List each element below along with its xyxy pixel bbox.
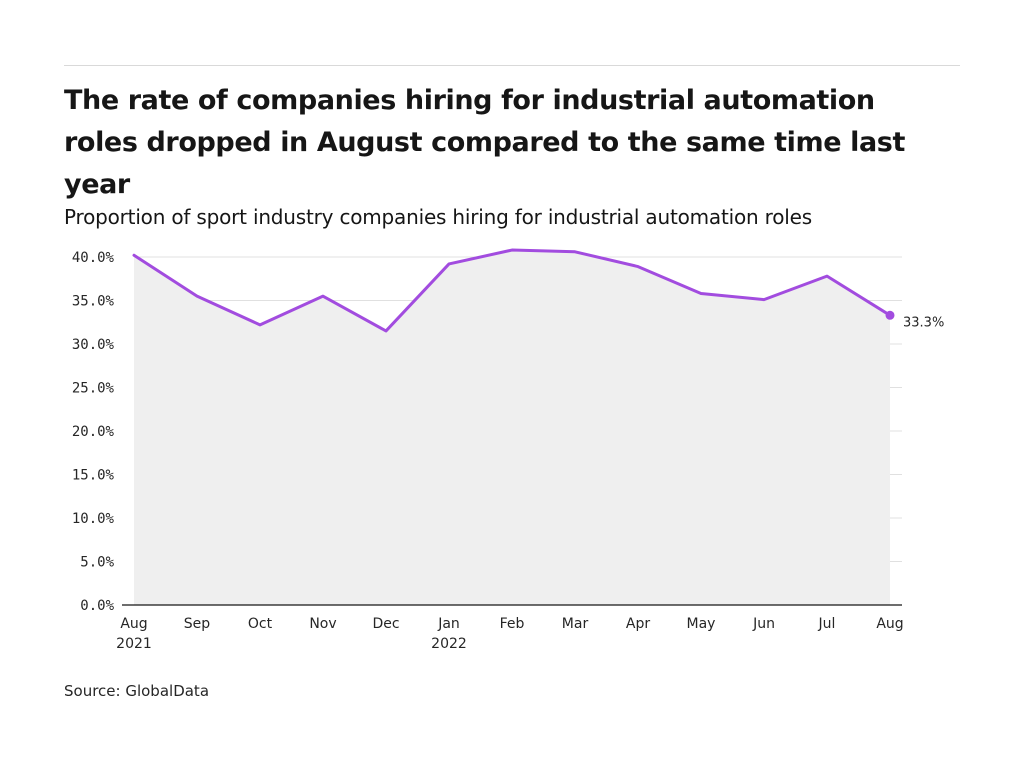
y-tick-label: 20.0% (72, 424, 115, 440)
x-tick-label: Jul (818, 616, 836, 632)
y-tick-label: 15.0% (72, 468, 115, 484)
data-points (885, 310, 895, 320)
y-tick-label: 0.0% (80, 598, 114, 614)
x-tick-label: Sep (184, 616, 211, 632)
x-tick-label: Mar (562, 616, 589, 632)
x-tick-label: Apr (626, 616, 650, 632)
x-tick-label: Jan 2022 (431, 616, 467, 652)
y-tick-label: 30.0% (72, 337, 115, 353)
x-tick-label: May (687, 616, 716, 632)
last-data-point (885, 310, 895, 320)
y-tick-label: 10.0% (72, 511, 115, 527)
y-axis-ticks: 0.0% 5.0% 10.0% 15.0% 20.0% 25.0% 30.0% 35.0% 40… (72, 250, 115, 614)
x-tick-label: Dec (372, 616, 399, 632)
end-value-label: 33.3% (903, 315, 944, 330)
line-chart: 0.0% 5.0% 10.0% 15.0% 20.0% 25.0% 30.0% 35.0% 40… (72, 248, 944, 652)
x-tick-label: Oct (248, 616, 273, 632)
chart-title: The rate of companies hiring for industr… (64, 85, 905, 200)
source-note: Source: GlobalData (64, 682, 210, 700)
series-line (132, 248, 892, 333)
x-tick-label: Jun (752, 616, 775, 632)
y-tick-label: 35.0% (72, 294, 115, 310)
y-tick-label: 40.0% (72, 250, 115, 266)
chart-subtitle: Proportion of sport industry companies h… (64, 205, 812, 229)
y-tick-label: 25.0% (72, 381, 115, 397)
x-tick-label: Feb (500, 616, 525, 632)
x-axis-ticks: Aug 2021 Sep Oct Nov Dec Jan 2022 Feb Mar Apr May Ju… (116, 616, 903, 652)
y-tick-label: 5.0% (80, 555, 114, 571)
area-fill (134, 250, 890, 606)
x-tick-label: Aug 2021 (116, 616, 152, 652)
x-tick-label: Aug (876, 616, 903, 632)
x-tick-label: Nov (309, 616, 336, 632)
top-divider (64, 65, 960, 66)
